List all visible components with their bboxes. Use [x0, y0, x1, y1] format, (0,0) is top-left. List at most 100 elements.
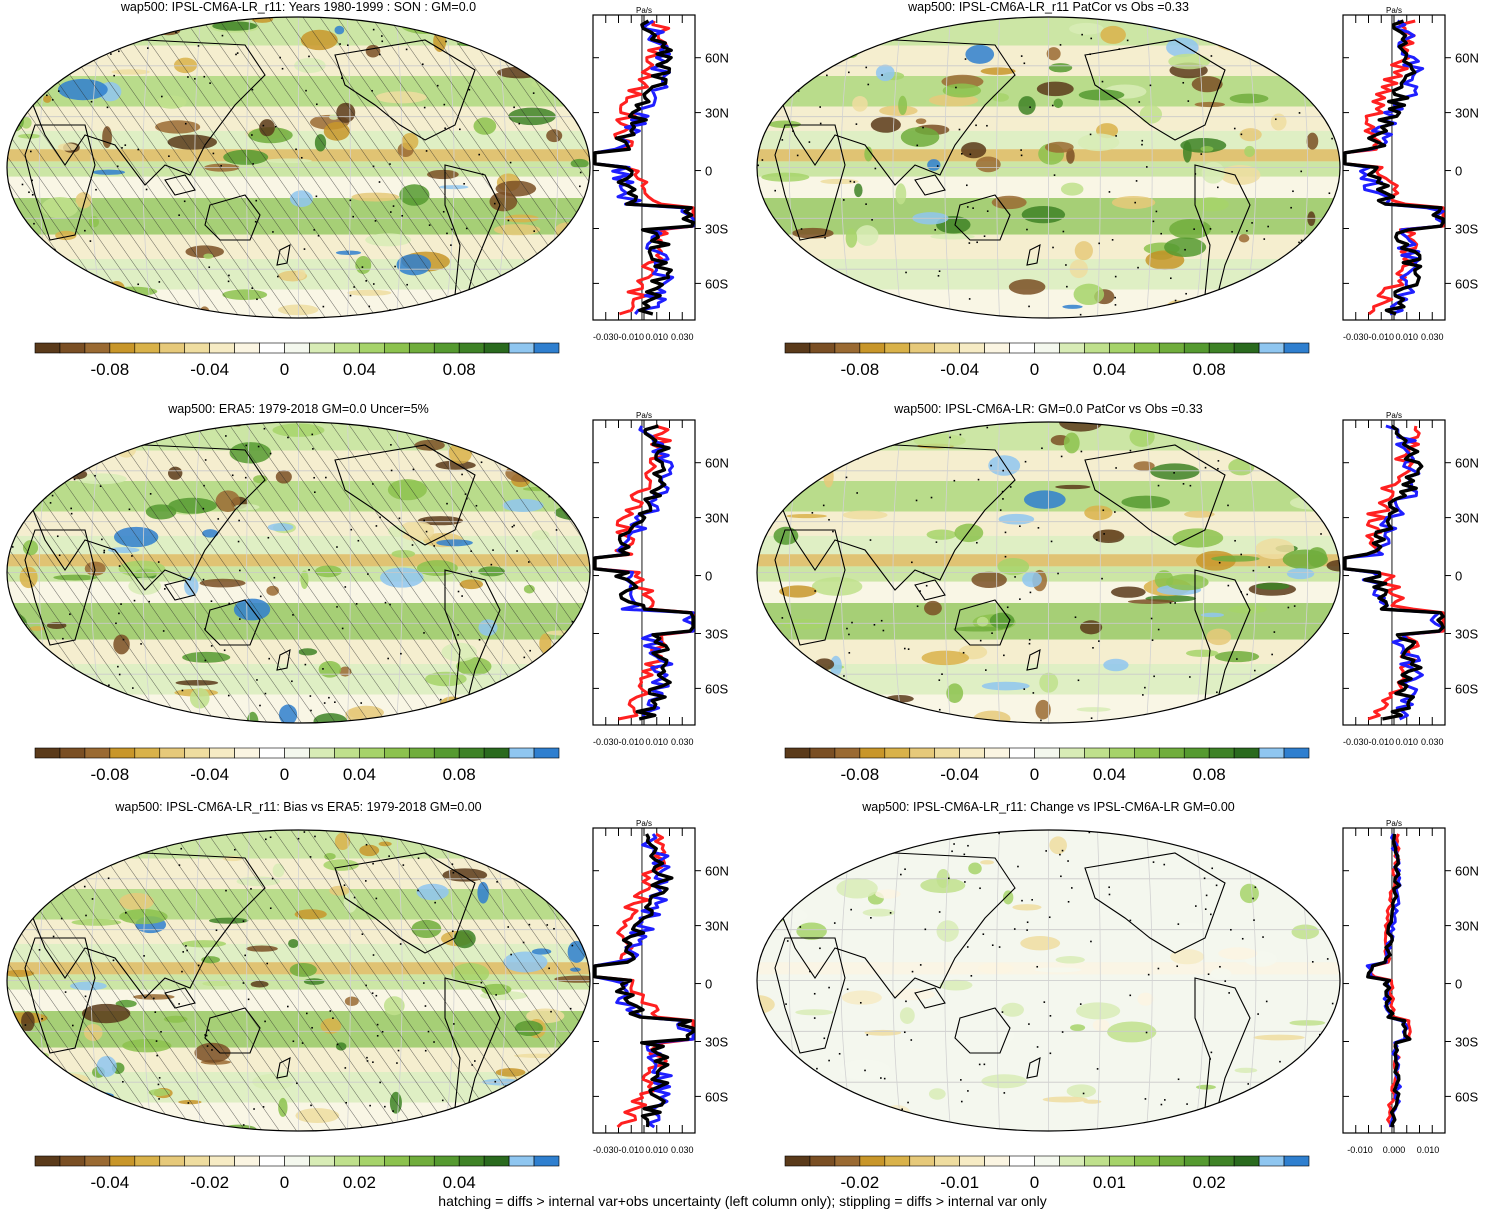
zonal-mean-profile: Pa/s 60N 30N 0 30S 60S -0.030 -0.010 0.010 0.030 — [592, 819, 729, 1155]
colorbar-label: 0.08 — [443, 765, 476, 784]
profile-tick-label: -0.010 — [618, 332, 644, 342]
profile-tick-label: -0.030 — [593, 1145, 619, 1155]
profile-line-red — [593, 424, 695, 721]
profile-line-red — [1343, 19, 1445, 316]
profile-tick-label: -0.030 — [593, 737, 619, 747]
profile-lat-label: 0 — [1455, 164, 1462, 179]
zonal-mean-profile: Pa/s 60N 30N 0 30S 60S -0.030 -0.010 0.010 0.030 — [1342, 411, 1479, 747]
profile-lat-label: 30N — [705, 106, 729, 121]
colorbar: -0.08 -0.04 0 0.04 0.08 — [34, 342, 560, 379]
panel-2: wap500: IPSL-CM6A-LR_r11 PatCor vs Obs =… — [756, 0, 1479, 379]
profile-lat-label: 30S — [1455, 1035, 1478, 1050]
zonal-mean-profile: Pa/s 60N 30N 0 30S 60S -0.030 -0.010 0.010 0.030 — [592, 411, 729, 747]
profile-lat-label: 30N — [705, 919, 729, 934]
colorbar-label: 0.08 — [1193, 360, 1226, 379]
profile-tick-label: 0.030 — [671, 332, 694, 342]
profile-unit-label: Pa/s — [1386, 819, 1402, 828]
panel-3: wap500: ERA5: 1979-2018 GM=0.0 Uncer=5% -… — [6, 402, 729, 784]
profile-lat-label: 30N — [1455, 106, 1479, 121]
profile-tick-label: -0.010 — [1347, 1145, 1373, 1155]
profile-lat-label: 60N — [1455, 864, 1479, 879]
panel-title: wap500: IPSL-CM6A-LR_r11: Bias vs ERA5: … — [114, 800, 481, 814]
profile-tick-label: 0.000 — [1383, 1145, 1406, 1155]
panel-6: wap500: IPSL-CM6A-LR_r11: Change vs IPSL… — [756, 800, 1479, 1192]
hatching — [7, 422, 590, 723]
profile-lat-label: 30S — [705, 1035, 728, 1050]
panel-title: wap500: ERA5: 1979-2018 GM=0.0 Uncer=5% — [167, 402, 429, 416]
profile-tick-label: 0.030 — [671, 737, 694, 747]
profile-tick-label: -0.030 — [593, 332, 619, 342]
profile-lat-label: 0 — [705, 164, 712, 179]
map-field — [7, 830, 590, 1131]
stippling — [757, 830, 1340, 1131]
profile-tick-label: -0.010 — [1368, 737, 1394, 747]
profile-unit-label: Pa/s — [1386, 411, 1402, 420]
colorbar-label: 0 — [280, 1173, 289, 1192]
profile-lat-label: 60N — [705, 456, 729, 471]
colorbar-label: -0.08 — [90, 360, 129, 379]
profile-unit-label: Pa/s — [636, 819, 652, 828]
profile-tick-label: 0.010 — [645, 737, 668, 747]
profile-line-black — [593, 833, 695, 1128]
profile-unit-label: Pa/s — [636, 6, 652, 15]
profile-lat-label: 30N — [705, 511, 729, 526]
profile-tick-label: 0.010 — [1395, 332, 1418, 342]
profile-lat-label: 0 — [705, 977, 712, 992]
profile-line-black — [1343, 424, 1445, 721]
colorbar-label: 0.04 — [1093, 360, 1126, 379]
profile-lat-label: 60S — [705, 1089, 728, 1104]
map-field — [757, 422, 1340, 723]
profile-tick-label: -0.030 — [1343, 332, 1369, 342]
colorbar: -0.08 -0.04 0 0.04 0.08 — [784, 747, 1310, 784]
profile-lat-label: 30N — [1455, 919, 1479, 934]
figure-footnote: hatching = diffs > internal var+obs unce… — [438, 1193, 1047, 1209]
colorbar-label: 0 — [1030, 765, 1039, 784]
colorbar-label: -0.04 — [190, 360, 229, 379]
profile-lat-label: 60S — [1455, 1089, 1478, 1104]
colorbar: -0.08 -0.04 0 0.04 0.08 — [34, 747, 560, 784]
colorbar-label: 0 — [280, 765, 289, 784]
profile-line-black — [1366, 833, 1412, 1128]
profile-tick-label: 0.030 — [1421, 332, 1444, 342]
profile-tick-label: -0.010 — [618, 1145, 644, 1155]
profile-lat-label: 30N — [1455, 511, 1479, 526]
colorbar-label: 0 — [1030, 1173, 1039, 1192]
profile-line-blue — [593, 833, 695, 1129]
colorbar-label: -0.01 — [940, 1173, 979, 1192]
profile-tick-label: 0.030 — [1421, 737, 1444, 747]
colorbar-label: 0.02 — [1193, 1173, 1226, 1192]
colorbar-label: 0.04 — [1093, 765, 1126, 784]
profile-tick-label: 0.010 — [1417, 1145, 1440, 1155]
profile-lat-label: 60S — [705, 681, 728, 696]
panel-4: wap500: IPSL-CM6A-LR: GM=0.0 PatCor vs O… — [756, 402, 1479, 784]
colorbar-label: -0.04 — [940, 765, 979, 784]
colorbar-label: 0.02 — [343, 1173, 376, 1192]
colorbar-label: 0.01 — [1093, 1173, 1126, 1192]
colorbar-label: -0.08 — [840, 360, 879, 379]
profile-tick-label: -0.010 — [1368, 332, 1394, 342]
colorbar: -0.04 -0.02 0 0.02 0.04 — [34, 1155, 560, 1192]
profile-lat-label: 30S — [705, 222, 728, 237]
map-field — [7, 422, 590, 723]
profile-line-black — [593, 19, 695, 316]
colorbar-label: -0.04 — [190, 765, 229, 784]
hatching — [7, 830, 590, 1131]
profile-tick-label: -0.030 — [1343, 737, 1369, 747]
colorbar-label: 0.08 — [443, 360, 476, 379]
colorbar-label: 0.08 — [1193, 765, 1226, 784]
profile-lat-label: 60N — [1455, 51, 1479, 66]
profile-tick-label: -0.010 — [618, 737, 644, 747]
colorbar-label: -0.04 — [940, 360, 979, 379]
profile-unit-label: Pa/s — [1386, 6, 1402, 15]
zonal-mean-profile: Pa/s 60N 30N 0 30S 60S -0.030 -0.010 0.010 0.030 — [1342, 6, 1479, 342]
profile-line-blue — [593, 425, 695, 720]
panel-title: wap500: IPSL-CM6A-LR_r11: Years 1980-199… — [120, 0, 476, 14]
profile-lat-label: 30S — [1455, 627, 1478, 642]
profile-lat-label: 60S — [1455, 681, 1478, 696]
panel-title: wap500: IPSL-CM6A-LR_r11: Change vs IPSL… — [861, 800, 1235, 814]
panel-title: wap500: IPSL-CM6A-LR_r11 PatCor vs Obs =… — [907, 0, 1189, 14]
panel-title: wap500: IPSL-CM6A-LR: GM=0.0 PatCor vs O… — [893, 402, 1203, 416]
hatching — [7, 17, 590, 318]
profile-lat-label: 0 — [1455, 569, 1462, 584]
colorbar-label: -0.08 — [90, 765, 129, 784]
